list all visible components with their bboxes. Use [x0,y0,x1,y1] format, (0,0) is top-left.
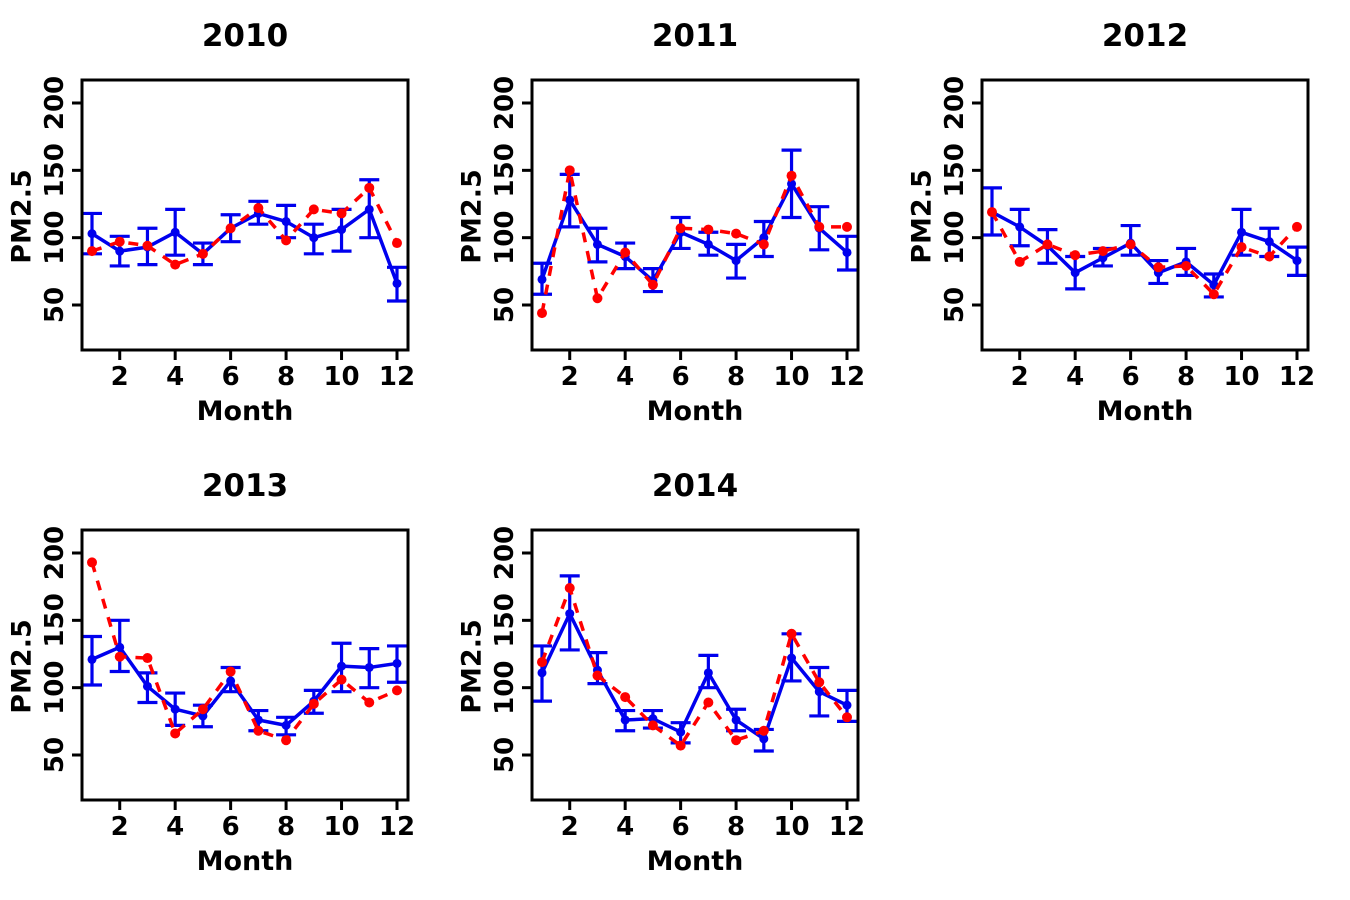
y-axis-label: PM2.5 [456,169,488,264]
chart-2010-plot-area: 2 4 6 8 10 12 50 100 150 200 [40,76,415,392]
svg-text:150: 150 [40,143,70,197]
chart-title: 2013 [201,468,289,504]
svg-text:6: 6 [222,812,240,842]
svg-text:50: 50 [40,737,70,773]
svg-text:2: 2 [561,812,579,842]
svg-text:6: 6 [1122,362,1140,392]
svg-text:12: 12 [379,812,415,842]
svg-text:8: 8 [277,812,295,842]
svg-text:50: 50 [490,737,520,773]
svg-text:12: 12 [829,812,865,842]
chart-panel-2011: 2 4 6 8 10 12 50 100 150 200 2011 PM2.5 Month [450,0,900,450]
svg-text:12: 12 [379,362,415,392]
chart-title: 2011 [651,18,739,54]
svg-text:6: 6 [222,362,240,392]
svg-text:50: 50 [490,287,520,323]
chart-panel-2010: 2 4 6 8 10 12 50 100 150 200 2010 PM2.5 Month [0,0,450,450]
svg-text:200: 200 [940,76,970,130]
y-axis-label: PM2.5 [6,619,38,714]
svg-text:100: 100 [40,661,70,715]
svg-text:4: 4 [166,362,184,392]
svg-text:2: 2 [1011,362,1029,392]
svg-text:100: 100 [40,211,70,265]
x-axis-label: Month [646,396,744,427]
svg-text:150: 150 [40,593,70,647]
chart-2014-plot-area: 2 4 6 8 10 12 50 100 150 200 [490,526,865,842]
svg-text:8: 8 [727,362,745,392]
y-axis-label: PM2.5 [6,169,38,264]
chart-title: 2010 [201,18,289,54]
svg-text:50: 50 [40,287,70,323]
svg-text:8: 8 [1177,362,1195,392]
x-axis-label: Month [1096,396,1194,427]
svg-text:4: 4 [166,812,184,842]
svg-text:10: 10 [323,812,359,842]
chart-panel-2013: 2 4 6 8 10 12 50 100 150 200 2013 PM2.5 Month [0,450,450,900]
svg-text:8: 8 [727,812,745,842]
chart-title: 2014 [651,468,739,504]
svg-text:100: 100 [490,211,520,265]
svg-text:200: 200 [490,526,520,580]
svg-text:150: 150 [490,143,520,197]
svg-text:2: 2 [111,362,129,392]
x-axis-label: Month [196,396,294,427]
svg-text:10: 10 [323,362,359,392]
y-axis-label: PM2.5 [456,619,488,714]
y-axis-label: PM2.5 [906,169,938,264]
svg-text:150: 150 [490,593,520,647]
svg-text:4: 4 [616,362,634,392]
svg-text:12: 12 [1279,362,1315,392]
chart-panel-2014: 2 4 6 8 10 12 50 100 150 200 2014 PM2.5 Month [450,450,900,900]
chart-title: 2012 [1101,18,1189,54]
chart-2013-plot-area: 2 4 6 8 10 12 50 100 150 200 [40,526,415,842]
svg-text:8: 8 [277,362,295,392]
svg-text:4: 4 [616,812,634,842]
svg-text:150: 150 [940,143,970,197]
svg-text:10: 10 [1223,362,1259,392]
svg-text:50: 50 [940,287,970,323]
svg-text:100: 100 [940,211,970,265]
svg-text:2: 2 [111,812,129,842]
svg-text:10: 10 [773,812,809,842]
svg-text:6: 6 [672,812,690,842]
x-axis-label: Month [646,846,744,877]
chart-2011-plot-area: 2 4 6 8 10 12 50 100 150 200 [490,76,865,392]
svg-text:200: 200 [40,526,70,580]
svg-text:200: 200 [490,76,520,130]
x-axis-label: Month [196,846,294,877]
chart-2012-plot-area: 2 4 6 8 10 12 50 100 150 200 [940,76,1315,392]
chart-panel-2012: 2 4 6 8 10 12 50 100 150 200 2012 PM2.5 Month [900,0,1350,450]
svg-text:200: 200 [40,76,70,130]
svg-text:10: 10 [773,362,809,392]
svg-text:12: 12 [829,362,865,392]
svg-text:2: 2 [561,362,579,392]
svg-text:4: 4 [1066,362,1084,392]
svg-text:100: 100 [490,661,520,715]
svg-text:6: 6 [672,362,690,392]
